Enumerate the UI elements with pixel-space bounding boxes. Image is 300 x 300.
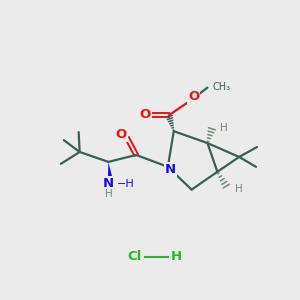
Text: O: O (188, 90, 199, 103)
Text: CH₃: CH₃ (212, 82, 230, 92)
Text: H: H (171, 250, 182, 263)
Text: H: H (220, 123, 228, 133)
Text: N: N (165, 163, 176, 176)
Text: O: O (116, 128, 127, 141)
Text: −H: −H (117, 179, 135, 189)
Text: O: O (140, 108, 151, 121)
Text: H: H (235, 184, 243, 194)
Polygon shape (108, 162, 113, 180)
Text: Cl: Cl (128, 250, 142, 263)
Text: N: N (103, 177, 114, 190)
Text: H: H (104, 189, 112, 199)
